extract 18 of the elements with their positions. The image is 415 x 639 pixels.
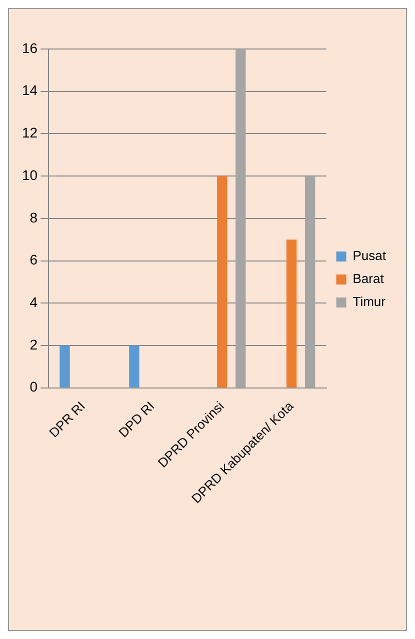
legend-label: Timur — [352, 294, 386, 310]
y-tick-label: 14 — [22, 82, 38, 98]
y-tick-label: 2 — [30, 336, 38, 352]
bar — [236, 49, 246, 388]
bar — [60, 346, 70, 388]
y-tick-label: 10 — [22, 166, 38, 183]
bar — [129, 346, 140, 388]
y-tick-label: 12 — [22, 124, 38, 141]
legend-label: Pusat — [352, 248, 386, 264]
bar — [286, 240, 297, 388]
bar — [217, 176, 228, 388]
y-tick-label: 6 — [30, 252, 38, 268]
y-tick-label: 16 — [22, 40, 38, 56]
y-tick-label: 4 — [30, 294, 38, 310]
y-tick-label: 8 — [30, 209, 38, 226]
bar — [304, 176, 316, 388]
legend-label: Barat — [352, 271, 384, 286]
y-tick-label: 0 — [30, 378, 38, 395]
